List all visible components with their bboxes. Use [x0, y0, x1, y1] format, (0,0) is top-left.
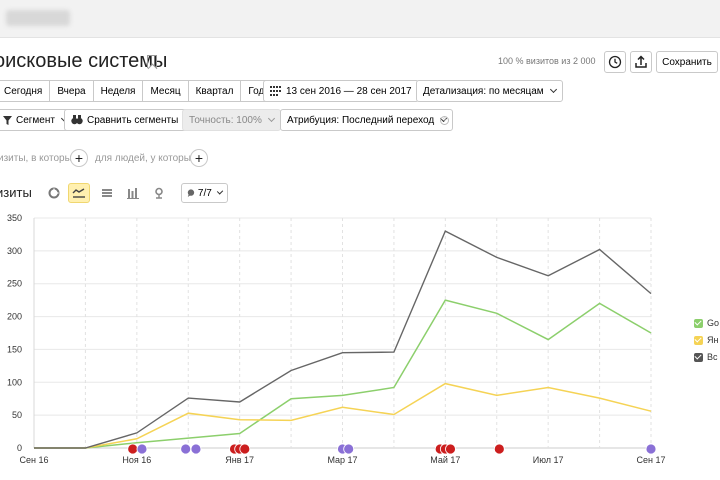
map-pin-icon [155, 187, 163, 199]
segment-people-text: для людей, у которых [95, 153, 196, 164]
chevron-down-icon [267, 114, 275, 123]
annotation-marker [136, 443, 148, 455]
attribution-dropdown[interactable]: Атрибуция: Последний переход [280, 109, 454, 131]
bar-chart-button[interactable] [122, 183, 144, 203]
x-tick-label: Мар 17 [327, 455, 357, 465]
chevron-down-icon [549, 85, 557, 94]
map-button[interactable] [148, 183, 170, 203]
x-tick-label: Сен 16 [20, 455, 49, 465]
compare-icon [71, 115, 83, 125]
legend-label-google: Go [707, 318, 720, 328]
annotation-marker [439, 443, 451, 455]
annotation-marker [239, 443, 251, 455]
legend-label-yandex: Ян [707, 335, 719, 345]
annotation-marker [190, 443, 202, 455]
period-yesterday[interactable]: Вчера [49, 80, 94, 102]
series-line-2 [34, 382, 652, 449]
accuracy-label: Точность: 100% [189, 114, 262, 126]
checkbox-icon [694, 318, 703, 328]
visits-percent: 100 % визитов из 2 000 [498, 56, 596, 66]
annotation-icon [187, 189, 195, 197]
period-today[interactable]: Сегодня [0, 80, 51, 102]
history-button[interactable] [604, 51, 626, 73]
bar-chart-icon [127, 188, 139, 199]
area-chart-icon [102, 189, 112, 197]
annotations-dropdown[interactable]: 7/7 [181, 183, 228, 203]
area-chart-button[interactable] [96, 183, 118, 203]
period-quarter[interactable]: Квартал [187, 80, 242, 102]
detail-dropdown[interactable]: Детализация: по месяцам [416, 80, 563, 102]
annotation-marker [229, 443, 240, 455]
help-icon[interactable]: ? [440, 116, 449, 125]
line-chart-button[interactable] [68, 183, 90, 203]
annotation-marker [493, 443, 505, 455]
filter-icon [3, 115, 12, 125]
chart-title: изиты [0, 185, 32, 200]
legend-item-google[interactable]: Go [694, 318, 719, 328]
period-month[interactable]: Месяц [142, 80, 189, 102]
legend-label-total: Вс [707, 352, 718, 362]
date-range-label: 13 сен 2016 — 28 сен 2017 [286, 85, 412, 97]
annotation-marker [127, 443, 139, 455]
segment-label: Сегмент [16, 114, 55, 126]
blurred-logo [6, 10, 70, 26]
checkbox-icon [694, 352, 703, 362]
y-tick-label: 300 [7, 246, 22, 256]
line-chart-icon [72, 188, 85, 198]
legend-item-yandex[interactable]: Ян [694, 335, 718, 345]
accuracy-dropdown[interactable]: Точность: 100% [182, 109, 281, 131]
export-icon [635, 55, 647, 68]
export-button[interactable] [630, 51, 652, 73]
series-line-1 [34, 299, 652, 449]
compare-segments-dropdown[interactable]: Сравнить сегменты [64, 109, 198, 131]
segment-dropdown[interactable]: Сегмент [0, 109, 74, 131]
date-range-picker[interactable]: 13 сен 2016 — 28 сен 2017 [263, 80, 419, 102]
y-tick-label: 100 [7, 377, 22, 387]
history-icon [608, 55, 622, 69]
x-tick-label: Сен 17 [637, 455, 666, 465]
y-tick-label: 200 [7, 312, 22, 322]
compare-label: Сравнить сегменты [87, 114, 179, 126]
period-selector: Сегодня Вчера Неделя Месяц Квартал Год [0, 80, 273, 102]
checkbox-icon [694, 335, 703, 345]
chevron-down-icon [216, 188, 224, 195]
x-tick-label: Ноя 16 [122, 455, 151, 465]
annotation-marker [445, 443, 456, 455]
attribution-label: Атрибуция: Последний переход [287, 114, 435, 126]
pie-chart-button[interactable] [43, 183, 65, 203]
add-people-condition-button[interactable]: + [190, 149, 208, 167]
x-tick-label: Янв 17 [225, 455, 254, 465]
bookmark-icon[interactable] [147, 55, 157, 68]
annotation-marker [434, 443, 446, 455]
y-tick-label: 250 [7, 279, 22, 289]
annotation-marker [234, 443, 246, 455]
y-tick-label: 150 [7, 344, 22, 354]
x-tick-label: Май 17 [430, 455, 460, 465]
y-tick-label: 0 [17, 443, 22, 453]
calendar-icon [270, 86, 281, 96]
annotation-marker [343, 443, 355, 455]
save-button[interactable]: Сохранить [656, 51, 718, 73]
segment-visits-text: изиты, в которых [0, 153, 77, 164]
period-week[interactable]: Неделя [92, 80, 144, 102]
top-bar [0, 0, 720, 38]
add-visit-condition-button[interactable]: + [70, 149, 88, 167]
x-tick-label: Июл 17 [533, 455, 564, 465]
page-title: оисковые системы [0, 50, 168, 72]
annotation-marker [180, 443, 192, 455]
annotations-count: 7/7 [197, 187, 212, 199]
legend-item-total[interactable]: Вс [694, 352, 718, 362]
y-tick-label: 350 [7, 213, 22, 223]
pie-chart-icon [48, 187, 60, 199]
annotation-marker [645, 443, 657, 455]
y-tick-label: 50 [12, 410, 22, 420]
series-line-3 [34, 230, 652, 449]
detail-label: Детализация: по месяцам [423, 85, 544, 97]
annotation-marker [337, 443, 348, 455]
